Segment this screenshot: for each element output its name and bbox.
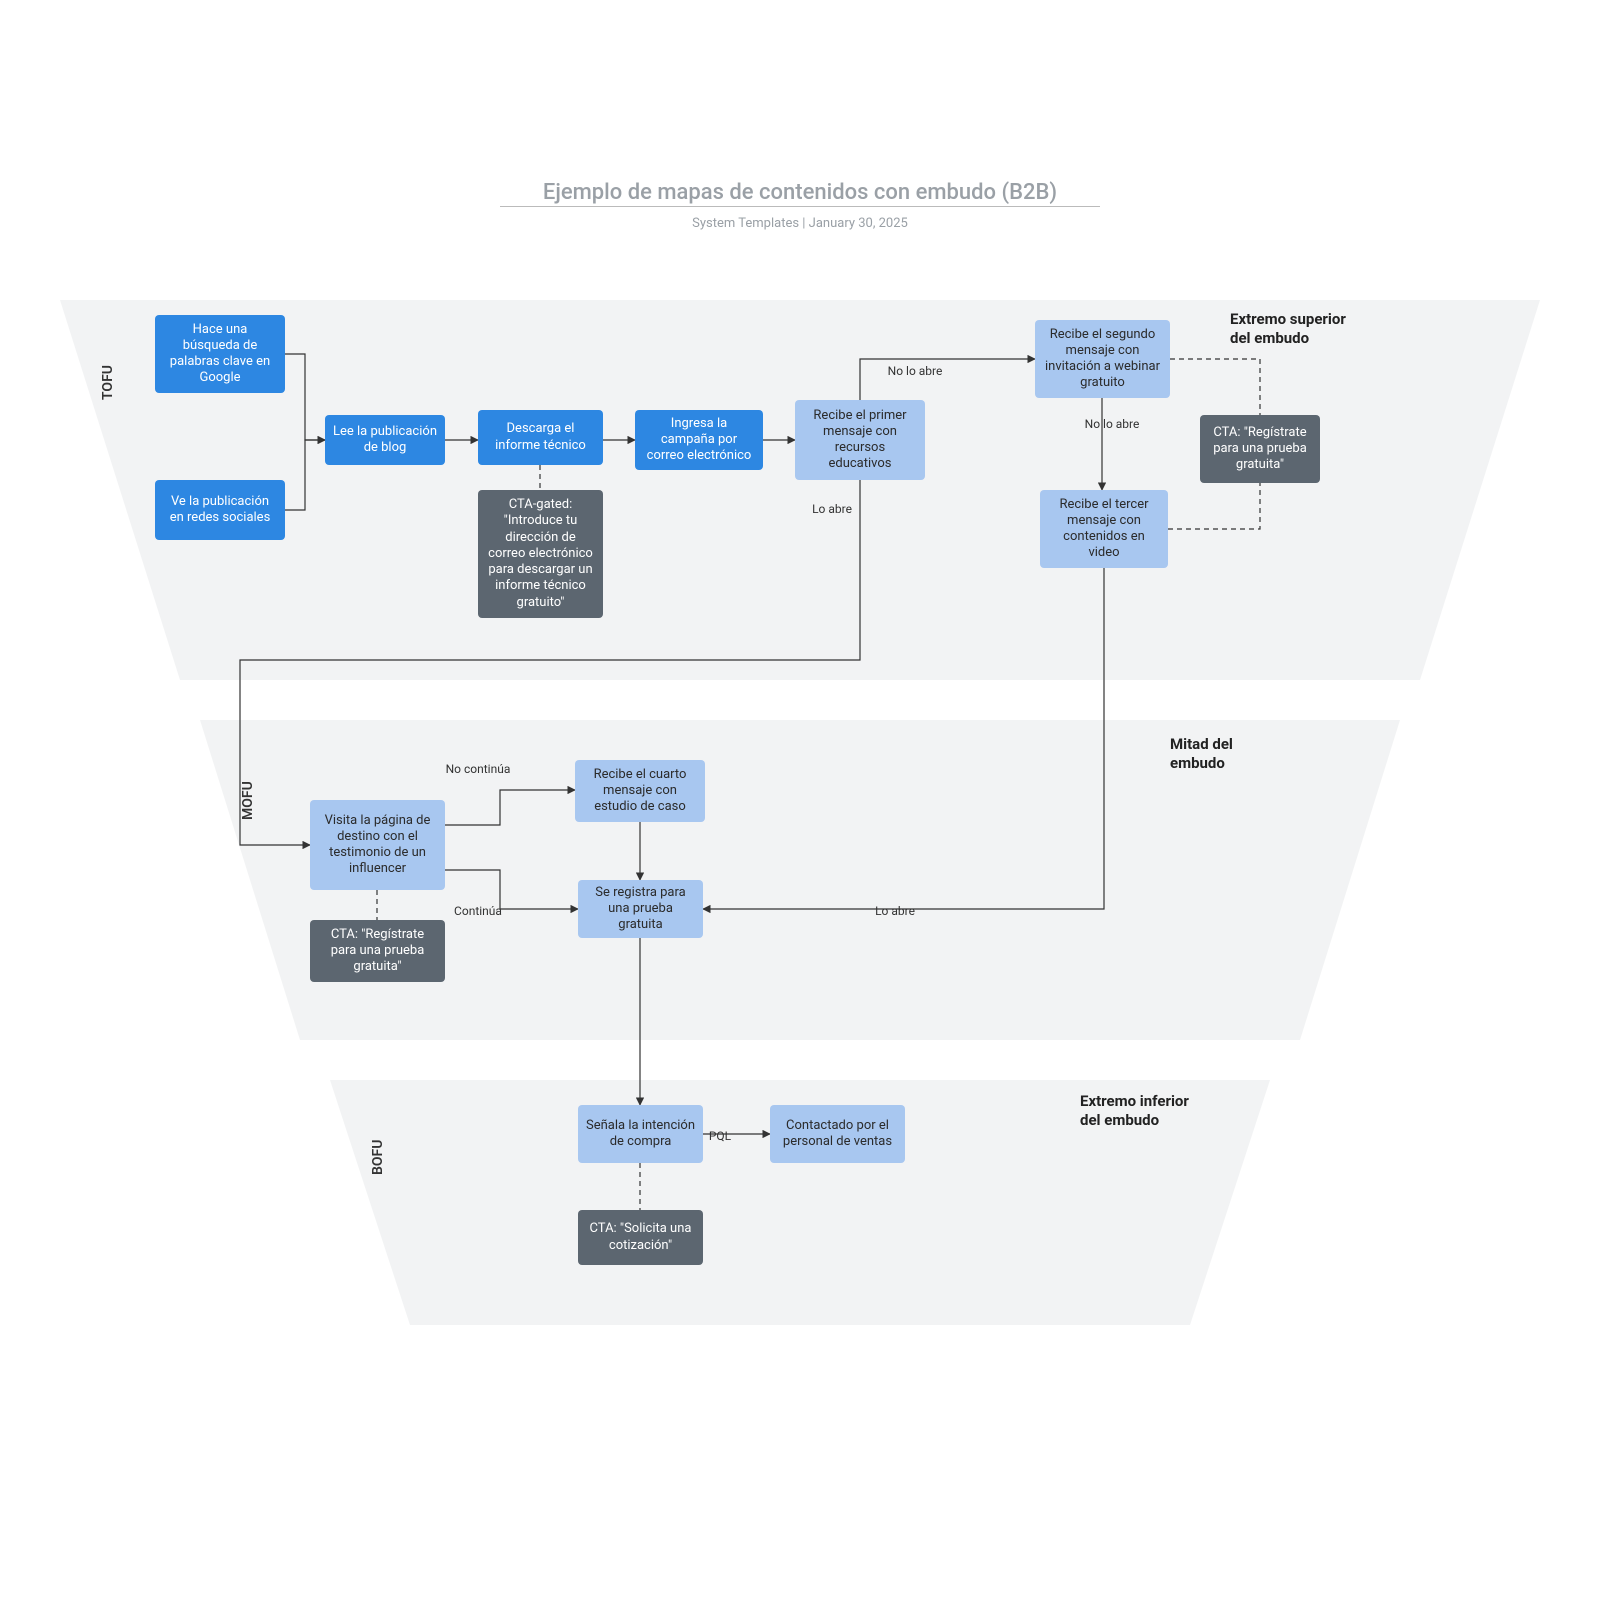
funnel-label-right-mofu: Mitad delembudo xyxy=(1170,735,1233,773)
node-n1: Hace una búsqueda de palabras clave en G… xyxy=(155,315,285,393)
edge-label-n9-n10: No continúa xyxy=(446,762,511,776)
edge-label-n12-n13: PQL xyxy=(709,1129,731,1143)
node-n6: Recibe el primer mensaje con recursos ed… xyxy=(795,400,925,480)
node-n3: Lee la publicación de blog xyxy=(325,415,445,465)
edge-label-n6-n7: No lo abre xyxy=(888,364,943,378)
node-n8cta: CTA: "Regístrate para una prueba gratuit… xyxy=(1200,415,1320,483)
node-n13: Contactado por el personal de ventas xyxy=(770,1105,905,1163)
diagram-canvas: Ejemplo de mapas de contenidos con embud… xyxy=(0,0,1600,1600)
edge-label-n7-n8: No lo abre xyxy=(1085,417,1140,431)
node-n12cta: CTA: "Solicita una cotización" xyxy=(578,1210,703,1265)
node-n11: Se registra para una prueba gratuita xyxy=(578,880,703,938)
node-n8: Recibe el tercer mensaje con contenidos … xyxy=(1040,490,1168,568)
edge-label-n6-n9: Lo abre xyxy=(812,502,852,516)
node-n5: Ingresa la campaña por correo electrónic… xyxy=(635,410,763,470)
funnel-label-right-bofu: Extremo inferiordel embudo xyxy=(1080,1092,1189,1130)
node-n9: Visita la página de destino con el testi… xyxy=(310,800,445,890)
node-n2: Ve la publicación en redes sociales xyxy=(155,480,285,540)
funnel-label-left-mofu: MOFU xyxy=(240,781,256,820)
node-n4: Descarga el informe técnico xyxy=(478,410,603,465)
node-n4cta: CTA-gated: "Introduce tu dirección de co… xyxy=(478,490,603,618)
node-n7: Recibe el segundo mensaje con invitación… xyxy=(1035,320,1170,398)
funnel-label-right-tofu: Extremo superiordel embudo xyxy=(1230,310,1346,348)
node-n10: Recibe el cuarto mensaje con estudio de … xyxy=(575,760,705,822)
funnel-label-left-tofu: TOFU xyxy=(100,365,116,400)
edge-label-n9-n11: Continúa xyxy=(454,904,502,918)
node-n9cta: CTA: "Regístrate para una prueba gratuit… xyxy=(310,920,445,982)
edge-label-n8-n11: Lo abre xyxy=(875,904,915,918)
node-n12: Señala la intención de compra xyxy=(578,1105,703,1163)
funnel-label-left-bofu: BOFU xyxy=(370,1140,386,1175)
